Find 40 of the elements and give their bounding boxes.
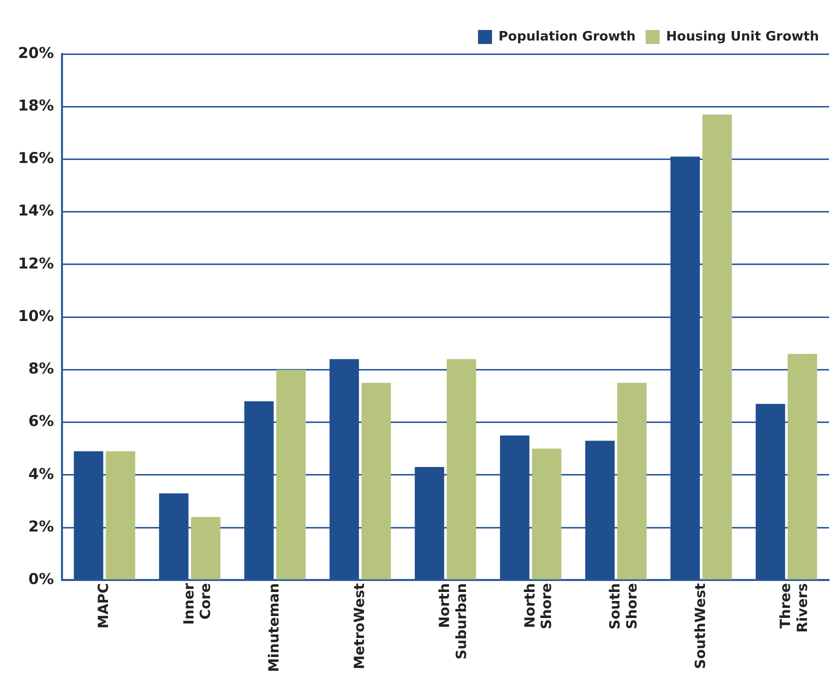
y-tick-label: 14%: [18, 202, 54, 220]
x-tick-label: South Shore: [608, 583, 640, 630]
x-tick-label: Minuteman: [266, 583, 283, 672]
bar: [532, 448, 562, 580]
y-tick-label: 10%: [18, 306, 54, 325]
y-tick-label: 20%: [18, 44, 54, 62]
x-tick-label: MAPC: [96, 583, 112, 628]
bar: [500, 435, 530, 580]
bar: [670, 156, 700, 580]
bar: [756, 404, 786, 580]
x-tick-label: North Suburban: [437, 583, 470, 660]
y-tick-label: 4%: [28, 464, 54, 483]
x-tick-label: North Shore: [522, 583, 556, 630]
y-tick-label: 16%: [18, 149, 54, 168]
bar: [191, 517, 220, 580]
bar: [276, 370, 306, 580]
y-tick-label: 12%: [18, 254, 54, 272]
x-tick-label: Three Rivers: [778, 583, 811, 633]
y-tick-label: 8%: [28, 360, 54, 378]
bar: [414, 467, 444, 580]
bar: [106, 451, 136, 580]
bar: [585, 440, 615, 580]
bar: [244, 401, 274, 580]
y-tick-label: 2%: [28, 517, 54, 536]
y-tick-label: 18%: [18, 96, 54, 115]
x-tick-label: Inner Core: [181, 583, 214, 625]
bar: [446, 359, 476, 580]
legend-label: Population Growth: [498, 29, 636, 44]
legend-label: Housing Unit Growth: [666, 29, 820, 44]
y-tick-label: 0%: [28, 570, 54, 588]
bar: [361, 382, 391, 580]
bar: [617, 382, 647, 580]
x-tick-label: MetroWest: [352, 582, 368, 670]
bar: [159, 493, 188, 580]
bar: [74, 451, 104, 580]
bar: [702, 114, 732, 580]
y-tick-label: 6%: [28, 412, 54, 430]
bar: [330, 359, 359, 580]
x-tick-label: SouthWest: [692, 582, 709, 669]
bar: [788, 354, 818, 580]
